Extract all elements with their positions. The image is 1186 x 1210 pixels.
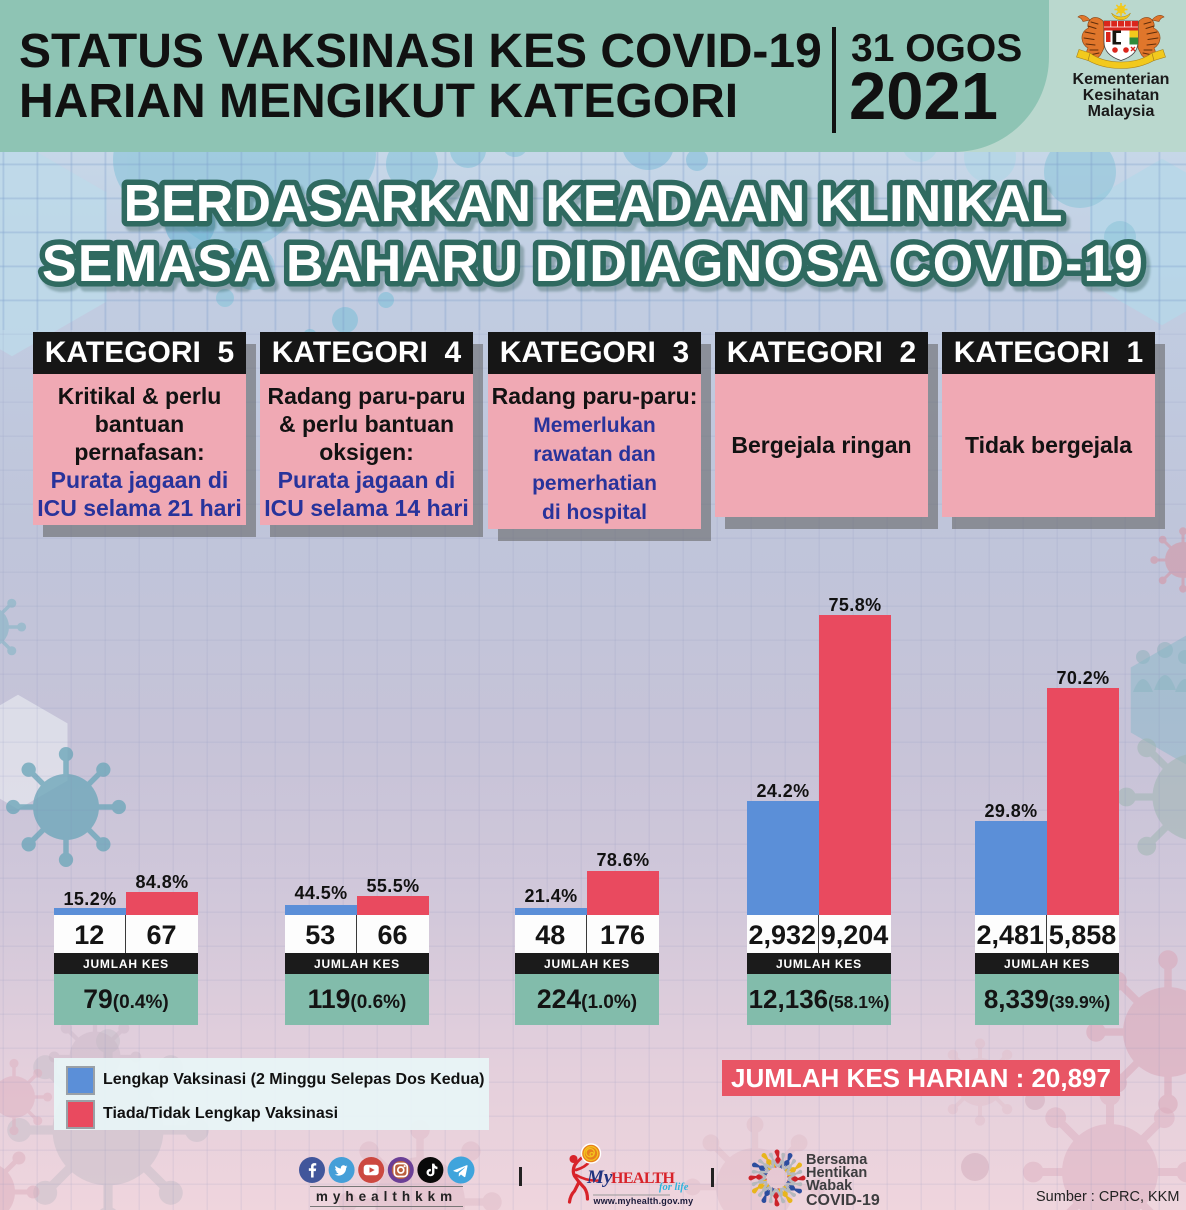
svg-text:COVID-19: COVID-19 <box>806 1192 880 1209</box>
svg-text:Wabak: Wabak <box>806 1178 853 1194</box>
svg-text:Hentikan: Hentikan <box>806 1165 867 1181</box>
svg-text:Bersama: Bersama <box>806 1152 868 1168</box>
svg-text:for life: for life <box>659 1182 689 1193</box>
svg-text:SEMASA BAHARU DIDIAGNOSA COVID: SEMASA BAHARU DIDIAGNOSA COVID-19 <box>42 235 1144 293</box>
svg-text:www.myhealth.gov.my: www.myhealth.gov.my <box>593 1196 694 1206</box>
svg-text:HEALTH: HEALTH <box>611 1170 676 1187</box>
svg-text:BERDASARKAN KEADAAN KLINIKAL: BERDASARKAN KEADAAN KLINIKAL <box>124 175 1063 233</box>
svg-text:My: My <box>586 1167 613 1188</box>
